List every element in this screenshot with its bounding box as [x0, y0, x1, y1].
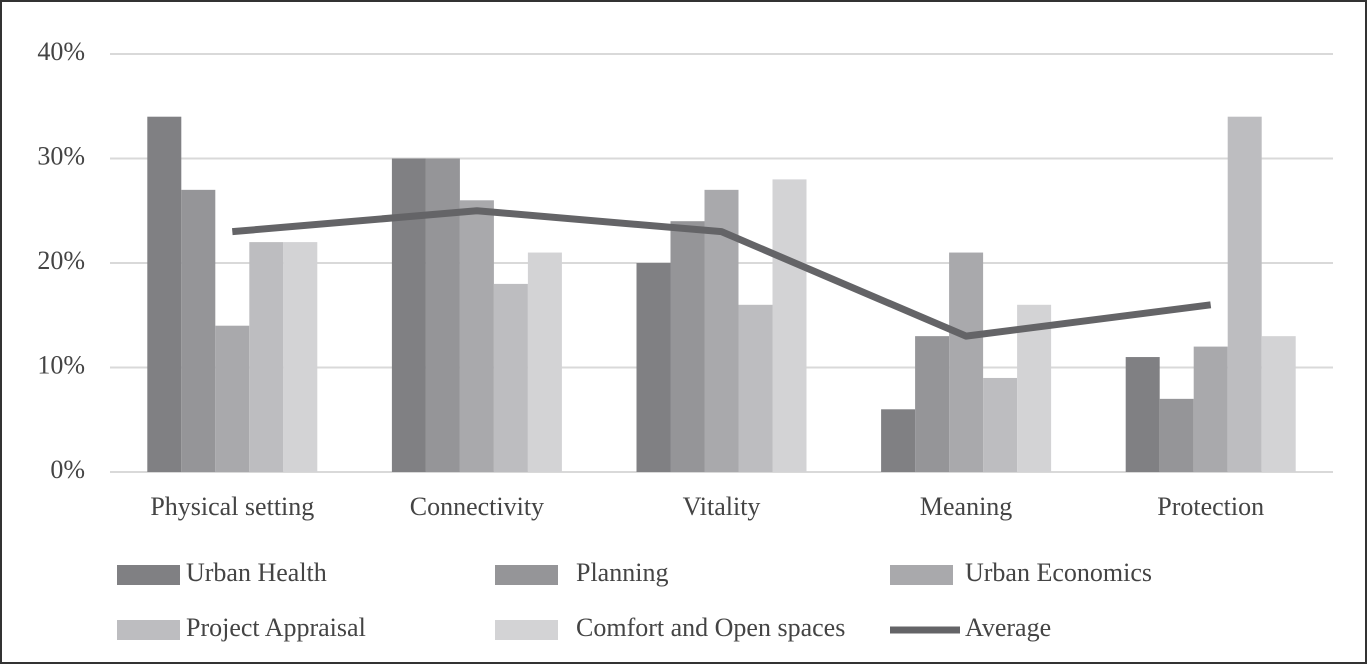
- y-tick-label: 40%: [37, 37, 85, 66]
- x-tick-label: Protection: [1157, 492, 1264, 521]
- x-tick-label: Connectivity: [410, 492, 544, 521]
- x-tick-label: Vitality: [683, 492, 761, 521]
- bar: [147, 116, 182, 472]
- bar: [670, 221, 705, 472]
- x-tick-label: Meaning: [920, 492, 1012, 521]
- y-tick-label: 10%: [37, 350, 85, 379]
- bar: [249, 242, 284, 472]
- bar: [915, 336, 950, 472]
- bar: [1193, 346, 1228, 472]
- bar: [1017, 304, 1052, 472]
- bar: [636, 263, 671, 472]
- bar: [949, 252, 984, 472]
- legend-swatch: [495, 565, 558, 585]
- bar: [881, 409, 916, 472]
- bar: [493, 283, 528, 472]
- legend-label: Project Appraisal: [186, 613, 366, 642]
- y-tick-label: 30%: [37, 141, 85, 170]
- bar: [391, 158, 426, 472]
- legend-label: Planning: [576, 558, 668, 587]
- bar: [425, 158, 460, 472]
- line: [232, 207, 1212, 340]
- bar: [1125, 357, 1160, 472]
- bar: [1227, 116, 1262, 472]
- legend-label: Comfort and Open spaces: [576, 613, 845, 642]
- x-tick-label: Physical setting: [150, 492, 314, 521]
- legend-swatch: [495, 620, 558, 640]
- bar: [283, 242, 318, 472]
- legend-swatch: [890, 565, 953, 585]
- bar: [1159, 398, 1194, 472]
- legend-swatch: [117, 565, 180, 585]
- y-tick-label: 0%: [50, 455, 85, 484]
- bar: [983, 377, 1018, 472]
- bar: [459, 200, 494, 473]
- y-tick-label: 20%: [37, 246, 85, 275]
- legend-label: Average: [965, 613, 1051, 642]
- legend-swatch: [117, 620, 180, 640]
- bar: [181, 189, 216, 472]
- bar: [1261, 336, 1296, 472]
- legend-label: Urban Economics: [965, 558, 1152, 587]
- legend-label: Urban Health: [186, 558, 327, 587]
- bar: [215, 325, 250, 472]
- bar: [527, 252, 562, 472]
- bar: [772, 179, 807, 472]
- bar: [738, 304, 773, 472]
